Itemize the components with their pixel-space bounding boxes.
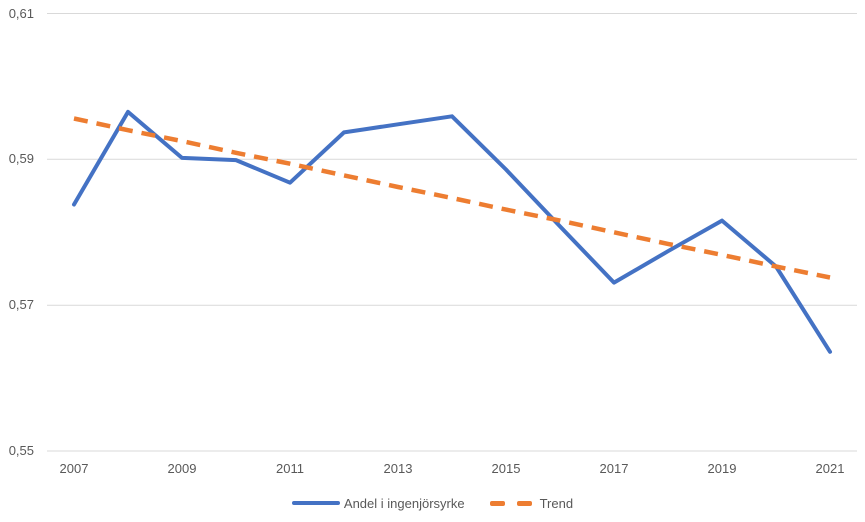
legend: Andel i ingenjörsyrke Trend — [0, 494, 865, 512]
legend-item-trend: Trend — [489, 495, 574, 511]
y-tick-label: 0,57 — [8, 297, 34, 313]
legend-item-series: Andel i ingenjörsyrke — [291, 495, 465, 511]
y-tick-label: 0,61 — [8, 5, 34, 21]
x-tick-label: 2009 — [167, 461, 197, 476]
series-line-swatch — [291, 501, 340, 505]
trend-line — [73, 116, 831, 280]
trend-dash-swatch — [489, 500, 532, 506]
x-tick-label: 2017 — [599, 461, 629, 476]
x-tick-label: 2019 — [707, 461, 737, 476]
x-tick-label: 2021 — [815, 461, 845, 476]
x-tick-label: 2011 — [276, 461, 304, 476]
x-tick-label: 2013 — [383, 461, 413, 476]
y-tick-label: 0,55 — [8, 443, 34, 458]
legend-label-trend: Trend — [539, 495, 574, 511]
x-tick-label: 2015 — [491, 461, 521, 476]
x-tick-label: 2007 — [59, 461, 89, 476]
y-tick-label: 0,59 — [8, 151, 34, 167]
legend-label-series: Andel i ingenjörsyrke — [343, 495, 465, 511]
series-line — [72, 109, 832, 354]
